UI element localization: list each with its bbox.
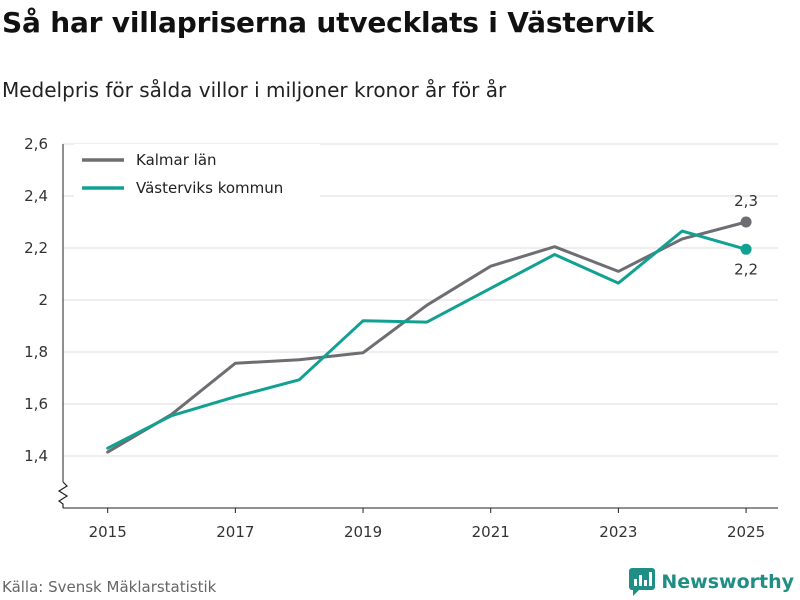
end-point-kalmar xyxy=(740,216,752,228)
y-tick-label: 2,6 xyxy=(24,135,48,153)
legend-background xyxy=(74,144,320,202)
x-tick-label: 2017 xyxy=(216,523,254,541)
x-tick-label: 2015 xyxy=(89,523,127,541)
source-note: Källa: Svensk Mäklarstatistik xyxy=(2,578,217,596)
y-tick-label: 2 xyxy=(38,291,48,309)
axes: 1,4 1,6 1,8 2 2,2 2,4 2,6 2015 2017 2019 2021 2023 2… xyxy=(24,135,778,541)
x-tick-label: 2023 xyxy=(599,523,637,541)
newsworthy-logo-icon xyxy=(629,568,656,596)
series-lines: 2,3 2,2 xyxy=(106,192,758,454)
legend: Kalmar län Västerviks kommun xyxy=(74,144,320,202)
chart-subtitle: Medelpris för sålda villor i miljoner kr… xyxy=(2,78,507,102)
x-tick-label: 2021 xyxy=(472,523,510,541)
x-tick-label: 2025 xyxy=(727,523,765,541)
y-tick-label: 1,8 xyxy=(24,343,48,361)
end-point-vastervik xyxy=(740,243,752,255)
y-tick-label: 1,4 xyxy=(24,447,48,465)
legend-label-kalmar: Kalmar län xyxy=(136,151,217,169)
brand-name: Newsworthy xyxy=(661,571,794,593)
end-label-vastervik: 2,2 xyxy=(734,260,758,278)
series-line-vastervik xyxy=(106,229,748,450)
x-tick-label: 2019 xyxy=(344,523,382,541)
y-tick-label: 1,6 xyxy=(24,395,48,413)
end-label-kalmar: 2,3 xyxy=(734,192,758,210)
y-tick-label: 2,2 xyxy=(24,239,48,257)
legend-label-vastervik: Västerviks kommun xyxy=(136,179,283,197)
chart-title: Så har villapriserna utvecklats i Väster… xyxy=(2,6,654,39)
axis-break-icon xyxy=(57,481,69,508)
y-tick-label: 2,4 xyxy=(24,187,48,205)
brand-logo: Newsworthy xyxy=(629,568,794,596)
series-line-kalmar xyxy=(106,220,748,454)
